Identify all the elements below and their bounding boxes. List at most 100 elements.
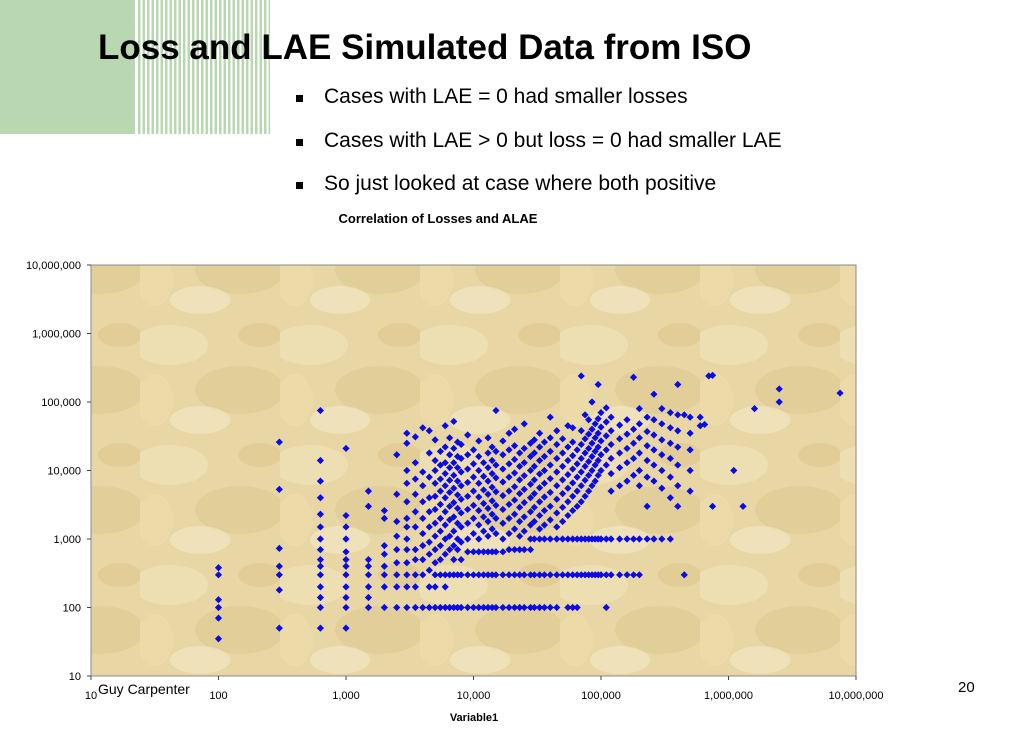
data-point xyxy=(403,571,411,579)
decorative-stripe xyxy=(142,0,145,134)
decorative-stripe xyxy=(219,0,222,134)
data-point xyxy=(469,487,478,495)
data-point xyxy=(464,451,472,459)
data-point xyxy=(602,461,610,469)
data-point xyxy=(591,461,599,469)
data-point xyxy=(569,506,577,515)
data-point xyxy=(431,466,439,475)
bullet-item: Cases with LAE > 0 but loss = 0 had smal… xyxy=(296,128,782,153)
data-point xyxy=(581,411,589,419)
decorative-stripe xyxy=(214,0,217,134)
data-point xyxy=(499,437,507,445)
decorative-stripe xyxy=(196,0,199,134)
data-point xyxy=(475,521,483,529)
data-point xyxy=(581,462,589,470)
data-point xyxy=(464,478,472,487)
data-point xyxy=(573,446,581,454)
data-point xyxy=(505,446,513,454)
data-point xyxy=(553,454,561,463)
data-point xyxy=(450,498,458,507)
data-point xyxy=(607,487,615,495)
data-point xyxy=(602,535,610,543)
data-point xyxy=(275,586,283,594)
data-point xyxy=(546,502,554,510)
data-point xyxy=(411,571,419,579)
bullet-item: So just looked at case where both positi… xyxy=(296,171,782,196)
data-point xyxy=(581,435,589,443)
data-point xyxy=(453,504,462,512)
data-point xyxy=(453,464,462,472)
data-point xyxy=(364,562,373,570)
data-point xyxy=(316,523,325,531)
data-point xyxy=(674,461,682,469)
data-point xyxy=(453,546,462,554)
data-point xyxy=(431,571,439,579)
data-point xyxy=(635,466,643,475)
decorative-stripe xyxy=(156,0,159,134)
data-point xyxy=(530,571,538,579)
data-point xyxy=(484,571,492,579)
decorative-stripe xyxy=(147,0,150,134)
data-point xyxy=(450,471,458,479)
data-point xyxy=(441,508,449,516)
data-point xyxy=(540,603,549,612)
decorative-stripes xyxy=(138,0,270,134)
data-point xyxy=(316,624,325,632)
data-point xyxy=(450,527,458,535)
data-point xyxy=(602,571,610,579)
data-point xyxy=(492,571,500,579)
data-point xyxy=(680,571,688,579)
data-point xyxy=(643,502,651,510)
decorative-stripe xyxy=(228,0,231,134)
data-point xyxy=(666,535,674,543)
data-point xyxy=(597,571,605,579)
data-point xyxy=(425,508,433,516)
data-point xyxy=(505,460,513,468)
data-point xyxy=(446,476,454,484)
data-point xyxy=(607,413,615,421)
data-point xyxy=(597,451,605,459)
data-point xyxy=(492,447,500,456)
data-point xyxy=(585,416,593,424)
decorative-stripe xyxy=(268,0,270,134)
data-point xyxy=(591,434,599,442)
data-point xyxy=(316,556,325,564)
data-point xyxy=(484,532,492,540)
footer-company: Guy Carpenter xyxy=(98,681,190,697)
data-point xyxy=(364,502,373,510)
data-point xyxy=(492,529,500,538)
data-point xyxy=(629,571,638,579)
data-point xyxy=(342,548,350,556)
data-point xyxy=(635,434,643,442)
bullet-marker xyxy=(296,95,303,102)
data-point xyxy=(419,556,427,564)
data-point xyxy=(380,571,388,579)
data-point xyxy=(488,548,496,556)
data-point xyxy=(457,523,465,531)
data-point xyxy=(441,550,449,558)
data-point xyxy=(436,475,444,483)
data-point xyxy=(536,498,544,506)
data-point xyxy=(536,429,544,437)
decorative-stripe xyxy=(250,0,253,134)
y-tick-label: 100,000 xyxy=(41,397,81,409)
data-point xyxy=(696,413,704,421)
x-tick-label: 10,000,000 xyxy=(828,690,883,702)
data-point xyxy=(316,456,325,465)
data-point xyxy=(316,510,325,518)
data-point xyxy=(569,465,577,473)
data-point xyxy=(708,502,717,510)
data-point xyxy=(450,484,458,492)
data-point xyxy=(441,422,449,430)
data-point xyxy=(484,477,492,485)
data-point xyxy=(536,456,544,465)
data-point xyxy=(701,420,709,429)
data-point xyxy=(450,459,458,467)
data-point xyxy=(569,492,577,500)
data-point xyxy=(403,546,411,554)
data-point xyxy=(536,603,544,612)
data-point xyxy=(540,506,549,515)
data-point xyxy=(453,477,462,485)
data-point xyxy=(564,498,572,506)
data-point xyxy=(739,502,747,510)
